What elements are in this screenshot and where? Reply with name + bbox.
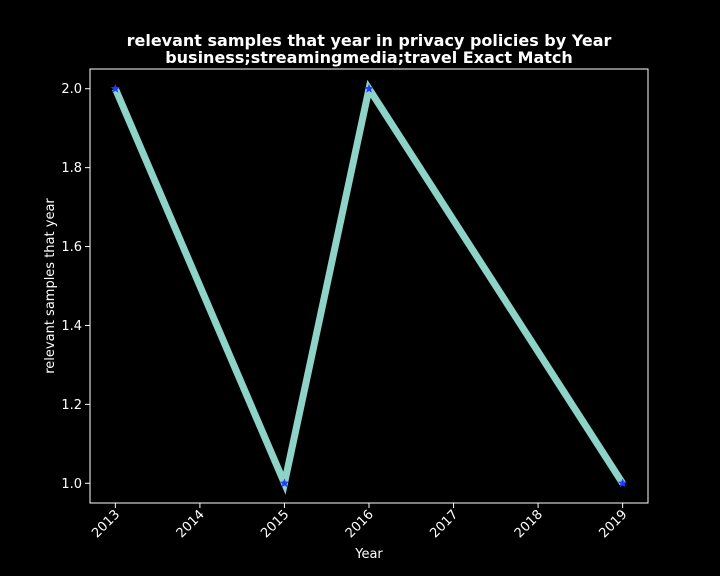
plot-area-frame <box>89 68 649 504</box>
data-point-marker <box>364 83 374 93</box>
y-tick-label: 2.0 <box>61 82 82 97</box>
x-tick-label: 2019 <box>596 507 630 541</box>
data-point-marker <box>110 83 120 93</box>
chart-subtitle: business;streamingmedia;travel Exact Mat… <box>165 48 573 67</box>
x-axis-label: Year <box>354 547 383 562</box>
y-tick-label: 1.2 <box>61 398 82 413</box>
data-point-marker <box>279 478 290 488</box>
x-axis-ticks: 2013 2014 2015 2016 2017 2018 2019 <box>89 503 630 541</box>
x-tick-label: 2018 <box>512 507 546 541</box>
y-tick-label: 1.6 <box>61 240 82 255</box>
y-axis-ticks: 1.0 1.2 1.4 1.6 1.8 2.0 <box>61 82 90 492</box>
x-tick-label: 2014 <box>174 507 208 541</box>
y-tick-label: 1.0 <box>61 477 82 492</box>
series-layer <box>112 79 626 495</box>
x-tick-label: 2015 <box>258 507 292 541</box>
x-tick-label: 2013 <box>89 507 123 541</box>
x-tick-label: 2017 <box>427 507 461 541</box>
data-point-marker <box>618 478 628 488</box>
chart-title: relevant samples that year in privacy po… <box>127 31 612 50</box>
marker-layer <box>110 83 628 488</box>
y-tick-label: 1.8 <box>61 161 82 176</box>
x-tick-label: 2016 <box>343 507 377 541</box>
series-line <box>112 79 626 495</box>
y-axis-label: relevant samples that year <box>43 198 58 374</box>
y-tick-label: 1.4 <box>61 319 82 334</box>
